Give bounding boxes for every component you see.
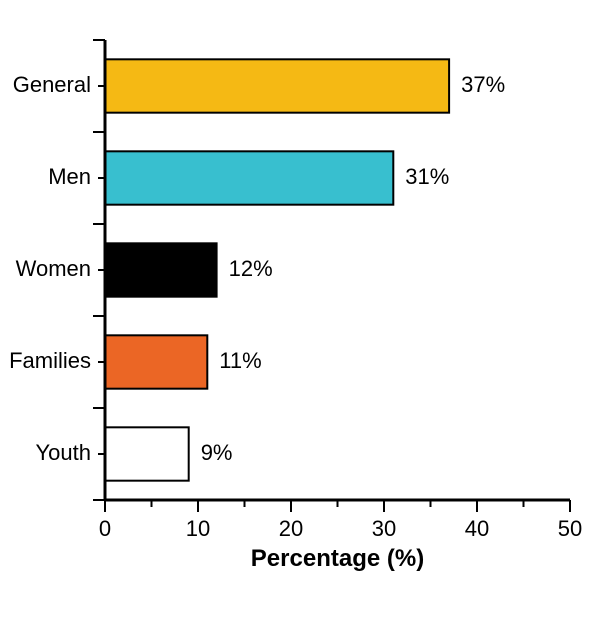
x-tick-label: 20 — [279, 516, 303, 541]
category-label: Women — [16, 256, 91, 281]
value-label: 31% — [405, 164, 449, 189]
x-tick-label: 10 — [186, 516, 210, 541]
value-label: 11% — [219, 348, 261, 373]
x-axis-label: Percentage (%) — [251, 545, 424, 572]
category-label: General — [13, 72, 91, 97]
bar-chart: General 37% Men 31% Women 12% Families 11% Youth… — [0, 0, 609, 618]
value-label: 37% — [461, 72, 505, 97]
x-tick-label: 50 — [558, 516, 582, 541]
category-label: Youth — [36, 440, 91, 465]
chart-svg: General 37% Men 31% Women 12% Families 11% Youth… — [0, 0, 609, 618]
x-tick-label: 0 — [99, 516, 111, 541]
category-label: Families — [9, 348, 91, 373]
category-label: Men — [48, 164, 91, 189]
bar — [105, 59, 449, 112]
bar — [105, 243, 217, 296]
value-label: 12% — [229, 256, 273, 281]
bar — [105, 151, 393, 204]
value-label: 9% — [201, 440, 233, 465]
x-tick-label: 40 — [465, 516, 489, 541]
x-tick-label: 30 — [372, 516, 396, 541]
bar — [105, 335, 207, 388]
bar — [105, 427, 189, 480]
